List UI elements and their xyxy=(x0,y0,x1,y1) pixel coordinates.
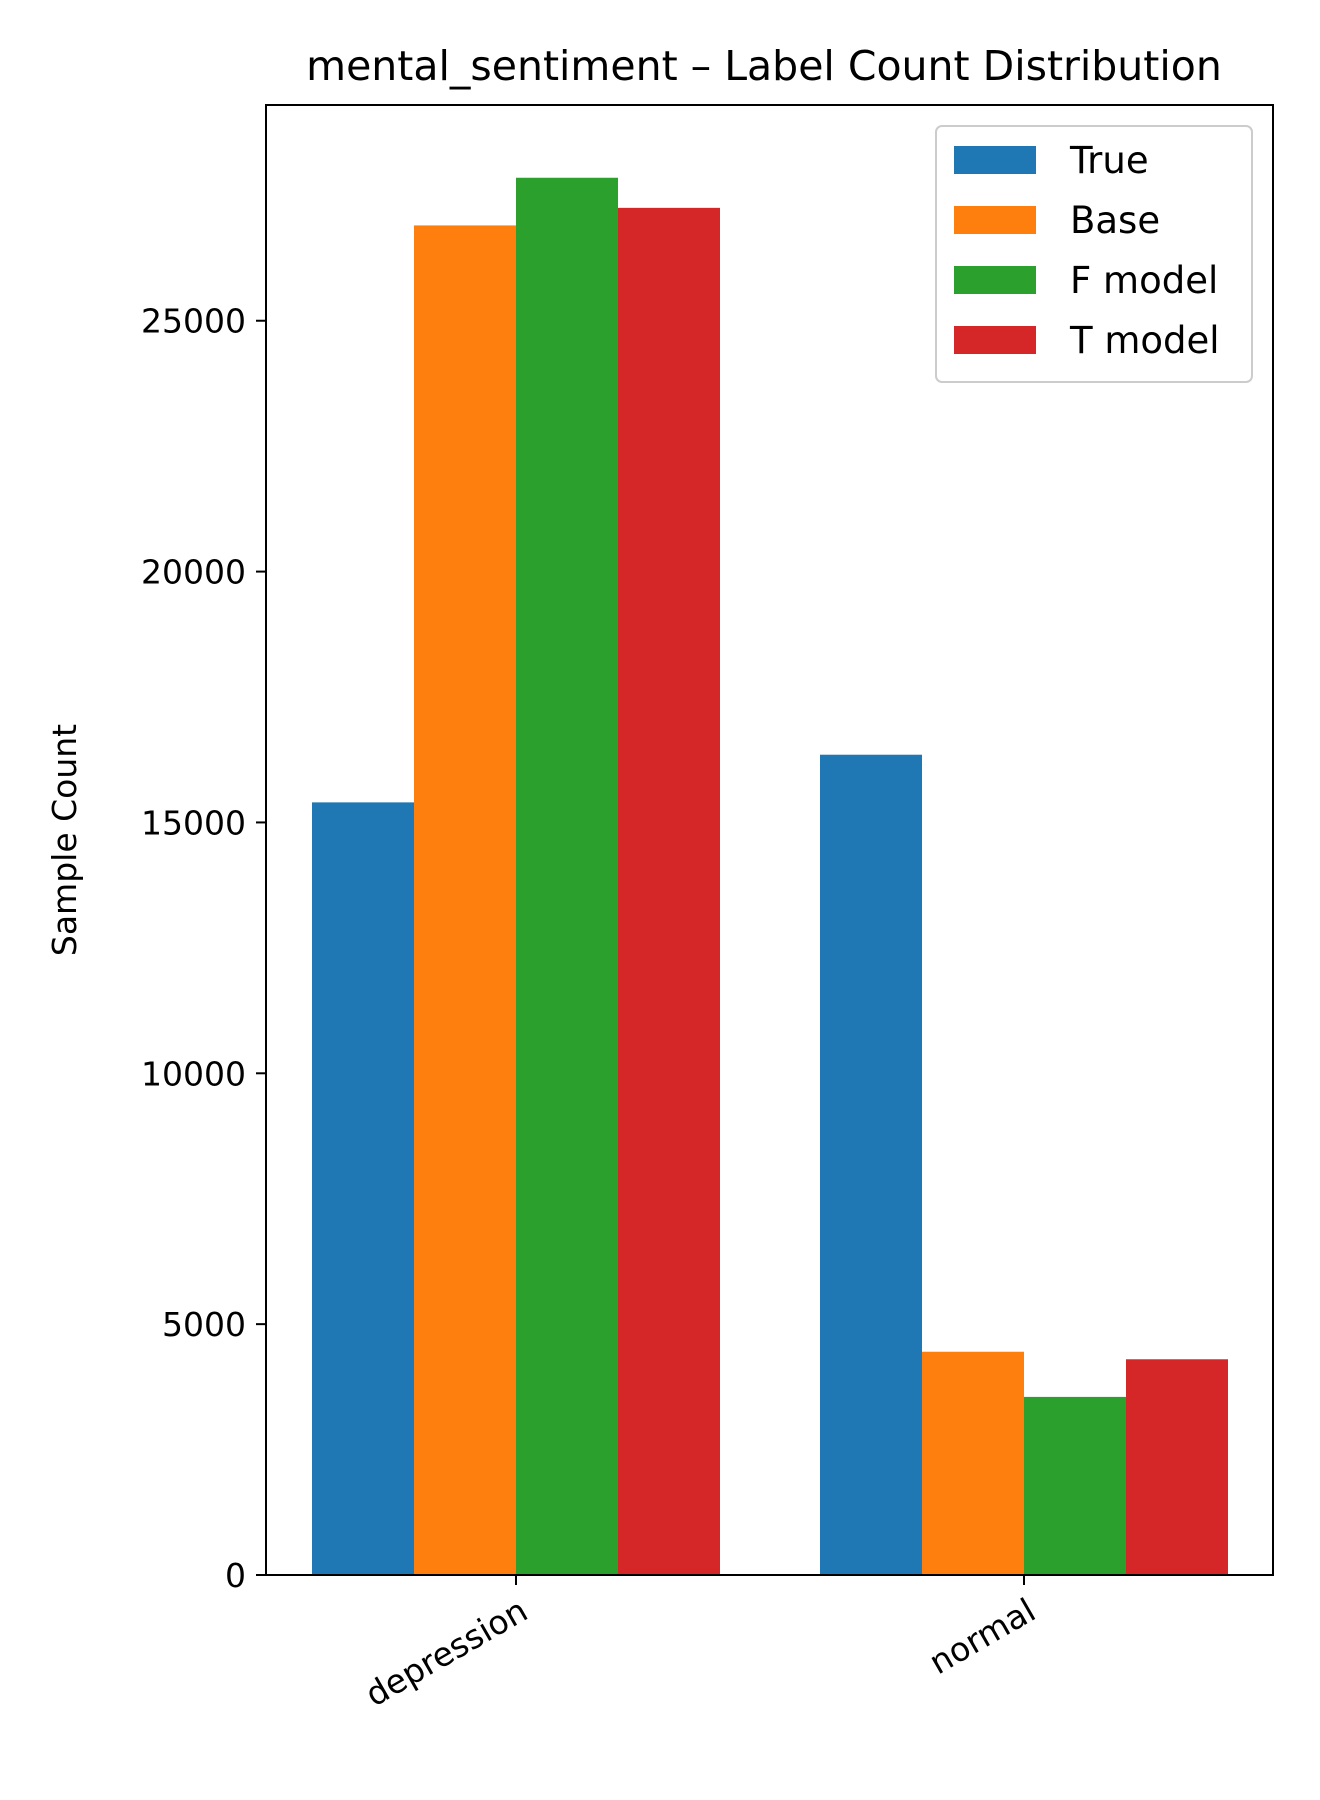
bar-t-model-normal xyxy=(1126,1359,1228,1575)
y-tick-label: 0 xyxy=(225,1556,246,1595)
legend-swatch xyxy=(954,326,1036,354)
y-tick-label: 25000 xyxy=(141,302,246,341)
bar-base-depression xyxy=(414,225,516,1576)
legend-label: T model xyxy=(1069,319,1220,362)
bar-true-normal xyxy=(820,754,922,1575)
bar-f-model-depression xyxy=(516,177,618,1575)
y-tick-label: 15000 xyxy=(141,803,246,842)
bar-true-depression xyxy=(312,802,414,1575)
bars-layer xyxy=(312,177,1228,1576)
chart-title: mental_sentiment – Label Count Distribut… xyxy=(306,42,1222,90)
y-tick-label: 10000 xyxy=(141,1054,246,1093)
legend-swatch xyxy=(954,206,1036,234)
bar-t-model-depression xyxy=(618,207,720,1575)
legend-label: True xyxy=(1069,139,1149,182)
y-tick-label: 20000 xyxy=(141,553,246,592)
legend-swatch xyxy=(954,146,1036,174)
legend-label: F model xyxy=(1070,259,1218,302)
y-axis: 0 5000 10000 15000 20000 25000 xyxy=(141,302,266,1595)
bar-f-model-normal xyxy=(1024,1396,1126,1575)
plot-frame xyxy=(265,104,1274,1576)
legend-box xyxy=(935,125,1253,383)
legend: True Base F model T model xyxy=(935,125,1253,383)
legend-label: Base xyxy=(1070,199,1160,242)
y-axis-label: Sample Count xyxy=(45,724,84,956)
bar-base-normal xyxy=(922,1351,1024,1575)
y-tick-label: 5000 xyxy=(162,1305,246,1344)
legend-swatch xyxy=(954,266,1036,294)
